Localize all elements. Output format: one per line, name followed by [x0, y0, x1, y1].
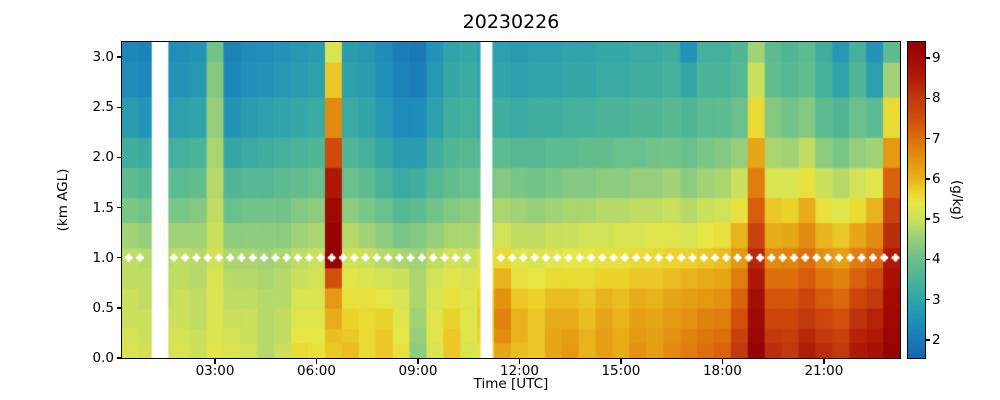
- x-tick-mark: [214, 359, 216, 364]
- x-tick-label: 12:00: [500, 363, 539, 379]
- y-tick-label: 1.5: [92, 199, 114, 216]
- y-tick-mark: [116, 106, 121, 108]
- x-tick-mark: [620, 359, 622, 364]
- y-tick-label: 0.0: [92, 350, 114, 366]
- colorbar-tick-mark: [925, 57, 930, 59]
- colorbar-tick-mark: [925, 97, 930, 100]
- colorbar-tick-label: 7: [932, 130, 941, 147]
- y-tick-label: 1.0: [92, 249, 114, 266]
- colorbar-tick-label: 6: [932, 170, 941, 187]
- y-tick-mark: [116, 307, 121, 309]
- colorbar-tick-mark: [925, 137, 930, 140]
- y-axis-label: (km AGL): [55, 168, 71, 232]
- x-tick-label: 09:00: [398, 363, 438, 379]
- colorbar-tick-label: 9: [932, 50, 941, 67]
- colorbar-tick-label: 8: [932, 90, 941, 107]
- y-tick-label: 2.0: [92, 149, 114, 166]
- colorbar-canvas: [908, 42, 925, 358]
- x-tick-mark: [518, 359, 521, 364]
- x-tick-label: 06:00: [297, 363, 336, 379]
- x-axis-label: Time [UTC]: [473, 376, 549, 392]
- heatmap-canvas: [122, 42, 900, 358]
- colorbar-tick-mark: [925, 258, 930, 261]
- y-tick-mark: [116, 256, 121, 259]
- x-tick-mark: [721, 359, 724, 364]
- x-tick-label: 03:00: [195, 363, 235, 379]
- x-tick-label: 18:00: [702, 363, 742, 379]
- y-tick-mark: [116, 56, 121, 58]
- y-tick-mark: [116, 156, 121, 159]
- chart-title: 20230226: [462, 11, 560, 33]
- colorbar-tick-label: 4: [932, 251, 941, 268]
- y-tick-label: 0.5: [92, 299, 114, 316]
- x-tick-label: 15:00: [601, 363, 641, 379]
- y-tick-label: 2.5: [92, 99, 114, 116]
- y-tick-mark: [116, 357, 121, 359]
- colorbar-tick-mark: [925, 339, 930, 341]
- colorbar-tick-label: 5: [932, 211, 941, 228]
- y-tick-label: 3.0: [92, 49, 114, 66]
- colorbar-tick-mark: [925, 178, 930, 180]
- x-tick-mark: [823, 359, 825, 364]
- colorbar-tick-mark: [925, 298, 930, 301]
- colorbar-tick-label: 3: [932, 291, 941, 308]
- x-tick-mark: [315, 359, 318, 364]
- x-tick-mark: [417, 359, 419, 364]
- colorbar-tick-mark: [925, 218, 930, 220]
- x-tick-label: 21:00: [804, 363, 844, 379]
- colorbar-tick-label: 2: [932, 331, 941, 348]
- y-tick-mark: [116, 206, 121, 209]
